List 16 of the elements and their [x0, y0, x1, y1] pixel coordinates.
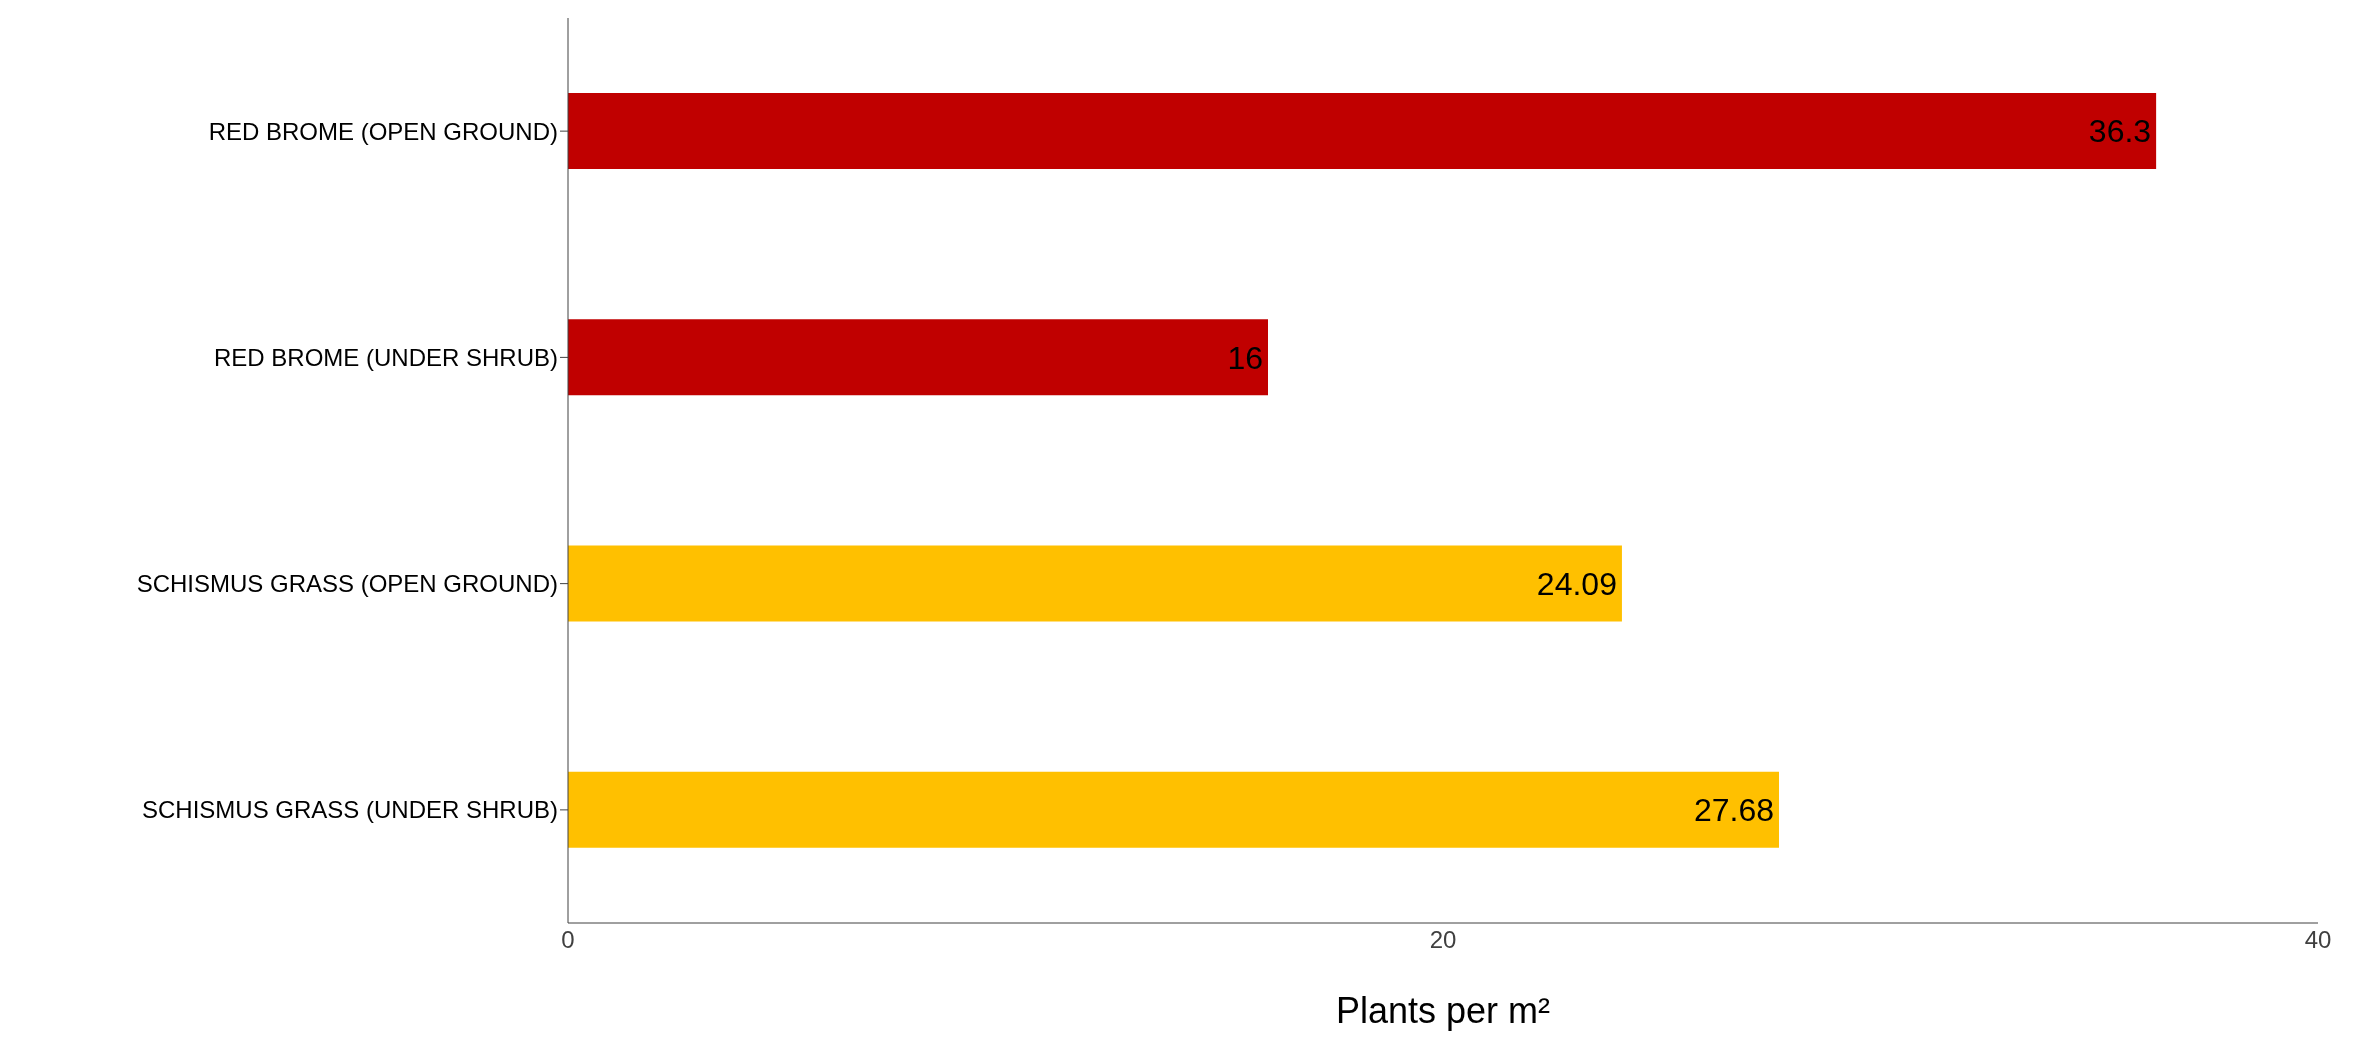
x-axis-title: Plants per m² [1335, 990, 1551, 1031]
bar [568, 771, 1779, 848]
bar [568, 93, 2157, 169]
x-tick-label: 40 [2304, 926, 2332, 954]
data-label: 24.09 [1536, 565, 1617, 602]
data-label: 27.68 [1693, 792, 1774, 829]
y-tick-label: RED BROME (OPEN GROUND) [208, 117, 558, 145]
y-tick-label: SCHISMUS GRASS (OPEN GROUND) [136, 570, 558, 598]
y-tick-label: RED BROME (UNDER SHRUB) [213, 343, 558, 371]
x-tick-label: 0 [561, 926, 575, 954]
x-tick-label: 20 [1429, 926, 1457, 954]
bar [568, 545, 1622, 622]
y-tick-label: SCHISMUS GRASS (UNDER SHRUB) [141, 796, 558, 824]
bar [568, 319, 1268, 396]
data-label: 36.3 [2088, 113, 2152, 150]
data-label: 16 [1227, 339, 1263, 376]
